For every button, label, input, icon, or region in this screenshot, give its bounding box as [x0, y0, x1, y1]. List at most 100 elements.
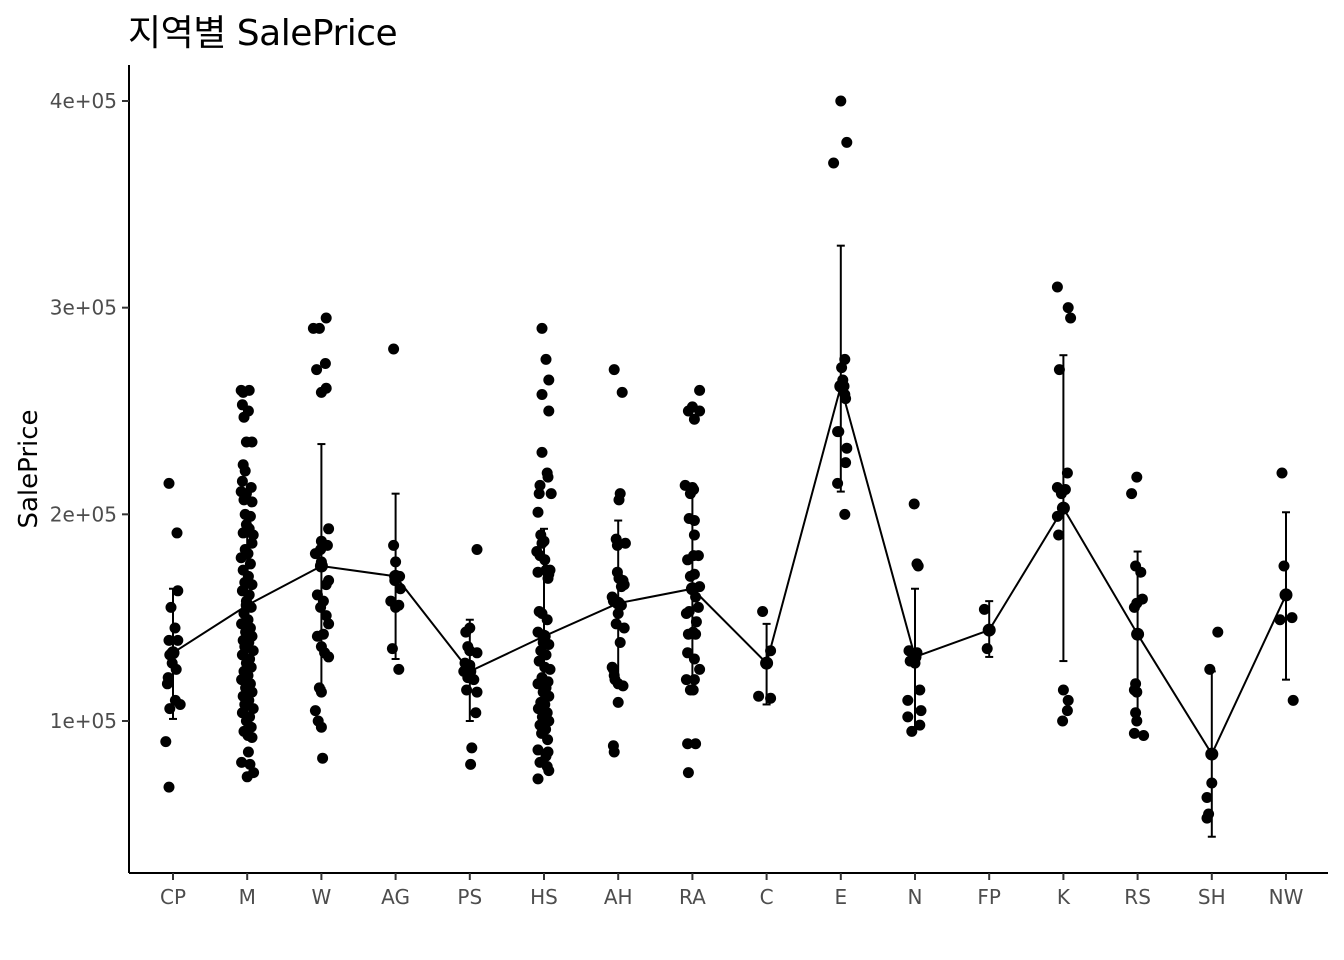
- data-point: [1062, 694, 1074, 706]
- data-point: [682, 738, 694, 750]
- data-point: [169, 622, 181, 634]
- data-point: [692, 550, 704, 562]
- data-point: [243, 384, 255, 396]
- data-point: [163, 781, 175, 793]
- data-point: [320, 312, 332, 324]
- data-point: [608, 364, 620, 376]
- data-point: [317, 628, 329, 640]
- data-point: [841, 136, 853, 148]
- x-tick-label: RS: [1124, 885, 1151, 909]
- data-point: [536, 446, 548, 458]
- data-point: [544, 564, 556, 576]
- data-point: [536, 322, 548, 334]
- data-point: [320, 579, 332, 591]
- mean-point: [834, 379, 848, 393]
- data-point: [172, 634, 184, 646]
- data-point: [465, 758, 477, 770]
- data-point: [466, 742, 478, 754]
- data-point: [616, 386, 628, 398]
- data-point: [682, 767, 694, 779]
- data-point: [542, 471, 554, 483]
- y-axis-ticks: 1e+05 2e+05 3e+05 4e+05: [50, 89, 129, 733]
- data-point: [692, 601, 704, 613]
- mean-point: [166, 646, 180, 660]
- data-point: [688, 515, 700, 527]
- mean-point: [1205, 747, 1219, 761]
- data-point: [532, 744, 544, 756]
- data-point: [1053, 364, 1065, 376]
- data-point: [163, 477, 175, 489]
- data-point: [1138, 729, 1150, 741]
- data-point: [1062, 302, 1074, 314]
- x-tick-label: FP: [977, 885, 1001, 909]
- data-point: [835, 95, 847, 107]
- mean-point: [908, 650, 922, 664]
- data-point: [690, 738, 702, 750]
- data-point: [238, 411, 250, 423]
- data-point: [1201, 791, 1213, 803]
- data-point: [321, 539, 333, 551]
- data-point: [1051, 281, 1063, 293]
- data-point: [236, 674, 248, 686]
- data-point: [1204, 663, 1216, 675]
- mean-line: [166, 379, 1293, 761]
- data-point: [174, 698, 186, 710]
- chart-title: 지역별 SalePrice: [128, 13, 398, 54]
- data-point: [544, 663, 556, 675]
- data-point: [246, 732, 258, 744]
- data-point: [246, 579, 258, 591]
- data-point: [323, 651, 335, 663]
- data-point: [315, 386, 327, 398]
- data-point: [1274, 614, 1286, 626]
- data-point: [765, 692, 777, 704]
- data-point: [841, 442, 853, 454]
- data-point: [1055, 488, 1067, 500]
- data-point: [315, 686, 327, 698]
- data-point: [618, 622, 630, 634]
- x-tick-label: CP: [160, 885, 186, 909]
- data-point: [839, 508, 851, 520]
- y-tick-label: 4e+05: [50, 89, 117, 113]
- x-tick-label: SH: [1198, 885, 1226, 909]
- data-point: [471, 686, 483, 698]
- data-point: [248, 767, 260, 779]
- x-tick-label: K: [1057, 885, 1071, 909]
- data-point: [165, 601, 177, 613]
- data-point: [534, 479, 546, 491]
- data-point: [614, 636, 626, 648]
- data-point: [902, 711, 914, 723]
- y-tick-label: 1e+05: [50, 709, 117, 733]
- x-tick-label: AH: [604, 885, 633, 909]
- y-tick-label: 3e+05: [50, 296, 117, 320]
- data-point: [543, 690, 555, 702]
- data-point: [470, 707, 482, 719]
- mean-point: [685, 582, 699, 596]
- data-point: [1128, 727, 1140, 739]
- mean-point: [314, 559, 328, 573]
- data-point: [612, 696, 624, 708]
- data-point: [840, 457, 852, 469]
- data-point: [1287, 694, 1299, 706]
- data-point: [757, 605, 769, 617]
- x-axis-ticks: CP M W AG PS HS AH RA C E N FP K RS SH NW: [160, 873, 1304, 909]
- data-point: [313, 322, 325, 334]
- data-point: [1201, 812, 1213, 824]
- data-point: [688, 568, 700, 580]
- data-point: [753, 690, 765, 702]
- data-point: [319, 357, 331, 369]
- data-point: [160, 736, 172, 748]
- data-point: [1057, 684, 1069, 696]
- data-point: [1286, 612, 1298, 624]
- data-point: [237, 527, 249, 539]
- data-point: [239, 465, 251, 477]
- data-point: [236, 756, 248, 768]
- x-tick-label: NW: [1269, 885, 1304, 909]
- data-point: [1276, 467, 1288, 479]
- data-point: [244, 510, 256, 522]
- data-point: [235, 552, 247, 564]
- data-point: [532, 703, 544, 715]
- data-point: [163, 634, 175, 646]
- data-point: [311, 364, 323, 376]
- data-point: [543, 374, 555, 386]
